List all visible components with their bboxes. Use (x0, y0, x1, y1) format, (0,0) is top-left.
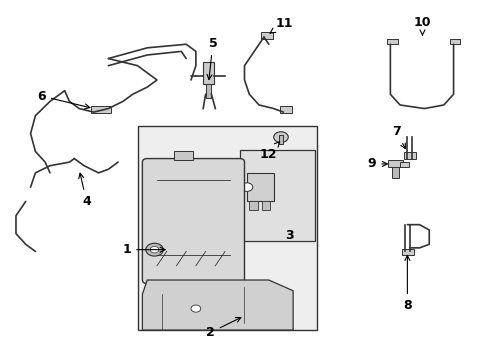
Text: 3: 3 (285, 229, 293, 242)
Text: 9: 9 (367, 157, 386, 170)
Bar (261, 202, 270, 210)
Bar (239, 150, 314, 241)
Bar (399, 162, 408, 167)
FancyBboxPatch shape (142, 158, 244, 284)
Text: 4: 4 (79, 173, 91, 208)
Text: 2: 2 (205, 318, 241, 339)
Bar (249, 202, 258, 210)
Circle shape (273, 132, 287, 143)
Text: 6: 6 (38, 90, 90, 109)
Polygon shape (142, 280, 292, 330)
Text: 12: 12 (259, 142, 279, 161)
Text: 10: 10 (413, 16, 430, 35)
Bar (387, 159, 403, 167)
Circle shape (241, 183, 252, 192)
Bar (386, 39, 397, 44)
Bar (401, 249, 413, 255)
Text: 11: 11 (269, 17, 292, 33)
Bar (203, 62, 213, 84)
Bar (449, 39, 459, 44)
Bar (279, 107, 291, 113)
Circle shape (145, 243, 163, 256)
Bar (391, 167, 398, 178)
Bar (278, 135, 283, 144)
Bar (205, 84, 211, 98)
Text: 5: 5 (206, 37, 217, 80)
Bar (403, 152, 415, 158)
Circle shape (191, 305, 201, 312)
Bar (246, 173, 273, 202)
Text: 7: 7 (391, 125, 405, 149)
Text: 8: 8 (402, 256, 411, 312)
Bar (260, 32, 272, 39)
FancyBboxPatch shape (137, 126, 317, 330)
Bar (174, 152, 193, 160)
Circle shape (150, 247, 159, 253)
Text: 1: 1 (122, 243, 165, 256)
Bar (91, 107, 111, 113)
